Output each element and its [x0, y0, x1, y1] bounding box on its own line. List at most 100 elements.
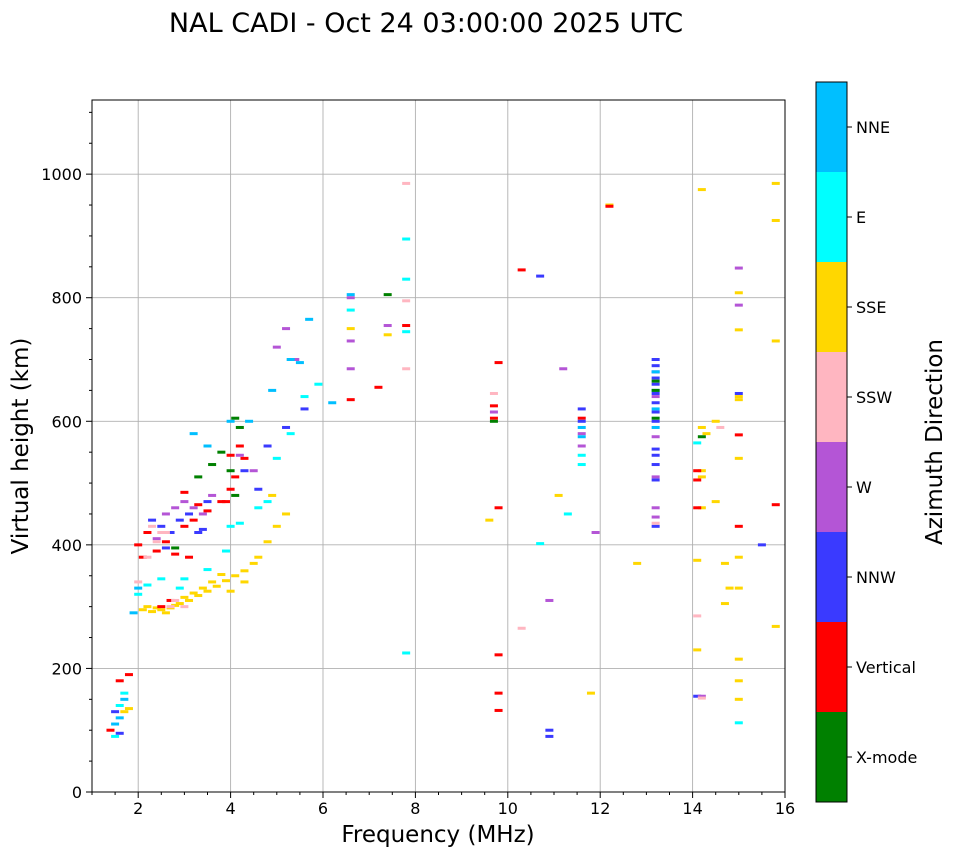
- data-point-vertical: [771, 503, 780, 507]
- data-point-x-mode: [217, 450, 226, 454]
- x-tick-label: 8: [410, 799, 420, 818]
- data-point-vertical: [152, 549, 161, 553]
- data-point-sse: [697, 425, 706, 429]
- data-point-sse: [203, 589, 212, 593]
- data-point-nnw: [185, 512, 194, 516]
- data-point-sse: [734, 398, 743, 402]
- data-point-sse: [586, 691, 595, 695]
- data-point-ssw: [180, 605, 189, 609]
- data-point-w: [489, 410, 498, 414]
- colorbar-segment: [816, 622, 847, 712]
- data-point-e: [577, 463, 586, 467]
- chart-title: NAL CADI - Oct 24 03:00:00 2025 UTC: [169, 8, 683, 39]
- data-point-vertical: [180, 490, 189, 494]
- data-point-vertical: [494, 691, 503, 695]
- data-point-e: [226, 524, 235, 528]
- data-point-sse: [161, 611, 170, 615]
- data-point-sse: [697, 506, 706, 510]
- data-point-w: [545, 598, 554, 602]
- data-point-w: [734, 303, 743, 307]
- data-point-sse: [208, 580, 217, 584]
- x-axis-label: Frequency (MHz): [341, 822, 534, 848]
- data-point-e: [263, 500, 272, 504]
- data-point-w: [272, 345, 281, 349]
- y-tick-label: 400: [51, 536, 82, 555]
- data-point-ssw: [402, 367, 411, 371]
- data-point-nne: [268, 388, 277, 392]
- data-point-sse: [148, 610, 157, 614]
- data-point-sse: [175, 602, 184, 606]
- x-tick-label: 14: [682, 799, 702, 818]
- data-point-vertical: [494, 653, 503, 657]
- data-point-vertical: [124, 673, 133, 677]
- data-point-sse: [734, 291, 743, 295]
- data-point-nnw: [194, 531, 203, 534]
- data-point-w: [208, 493, 217, 497]
- data-point-nne: [286, 358, 295, 361]
- data-point-x-mode: [231, 493, 240, 497]
- data-points: [106, 181, 780, 738]
- data-point-sse: [240, 580, 249, 584]
- data-point-nne: [189, 432, 198, 436]
- data-point-e: [143, 583, 152, 587]
- data-point-nne: [651, 425, 660, 429]
- data-point-sse: [221, 579, 230, 583]
- data-point-sse: [734, 328, 743, 332]
- data-point-nnw: [254, 487, 263, 491]
- data-point-sse: [720, 561, 729, 565]
- data-point-sse: [124, 707, 133, 711]
- data-point-ssw: [171, 598, 180, 602]
- data-point-sse: [120, 710, 129, 714]
- data-point-sse: [180, 595, 189, 599]
- data-point-e: [235, 521, 244, 525]
- data-point-vertical: [106, 728, 115, 732]
- data-point-sse: [633, 561, 642, 565]
- y-tick-label: 200: [51, 659, 82, 678]
- data-point-nnw: [651, 358, 660, 361]
- data-point-e: [402, 330, 411, 334]
- data-point-sse: [157, 608, 166, 612]
- data-point-ssw: [651, 521, 660, 525]
- data-point-sse: [189, 591, 198, 595]
- y-tick-label: 600: [51, 412, 82, 431]
- data-point-nne: [245, 419, 254, 423]
- data-point-vertical: [693, 469, 702, 473]
- data-point-vertical: [203, 509, 212, 513]
- colorbar-tick-label: W: [856, 478, 872, 497]
- data-point-nnw: [734, 391, 743, 395]
- data-point-vertical: [221, 500, 230, 504]
- x-tick-label: 12: [590, 799, 610, 818]
- data-point-x-mode: [208, 463, 217, 467]
- data-point-nnw: [651, 391, 660, 395]
- data-point-ssw: [134, 580, 143, 584]
- colorbar-tick-label: Vertical: [856, 658, 916, 677]
- data-point-e: [577, 453, 586, 457]
- y-tick-label: 0: [72, 783, 82, 802]
- x-tick-label: 16: [775, 799, 795, 818]
- data-point-ssw: [143, 555, 152, 559]
- data-point-sse: [138, 608, 147, 612]
- data-point-w: [346, 339, 355, 343]
- colorbar-tick-label: X-mode: [856, 748, 917, 767]
- data-point-sse: [231, 574, 240, 578]
- data-point-ssw: [693, 614, 702, 618]
- data-point-nne: [651, 370, 660, 374]
- x-tick-label: 2: [133, 799, 143, 818]
- colorbar-label: Azimuth Direction: [922, 339, 948, 545]
- data-point-sse: [554, 493, 563, 497]
- data-point-sse: [711, 500, 720, 504]
- data-point-nne: [577, 425, 586, 429]
- data-point-sse: [254, 555, 263, 559]
- data-point-x-mode: [231, 416, 240, 420]
- colorbar-segment: [816, 82, 847, 172]
- data-point-w: [577, 444, 586, 448]
- data-point-w: [383, 324, 392, 328]
- data-point-w: [180, 500, 189, 504]
- colorbar-tick-label: SSE: [856, 298, 886, 317]
- data-point-w: [282, 327, 291, 331]
- data-point-e: [346, 308, 355, 312]
- data-point-sse: [771, 624, 780, 628]
- colorbar-tick-label: NNW: [856, 568, 896, 587]
- data-point-vertical: [240, 456, 249, 460]
